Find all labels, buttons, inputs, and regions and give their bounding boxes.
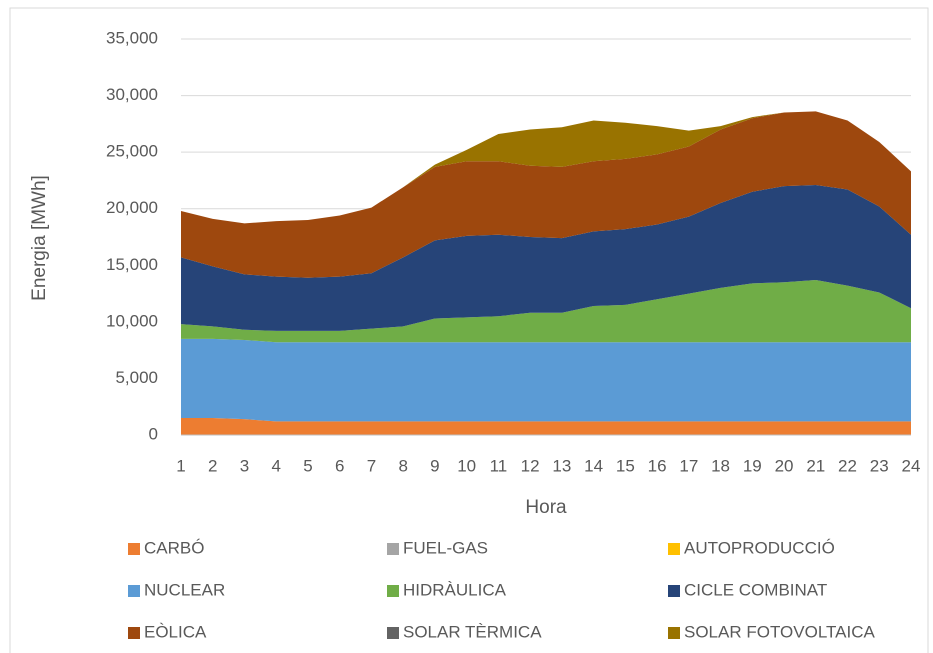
y-tick-label: 10,000 [106,311,158,330]
x-tick-label: 17 [679,456,698,475]
x-tick-label: 23 [870,456,889,475]
y-tick-label: 35,000 [106,28,158,47]
y-axis-title: Energia [MWh] [29,175,50,301]
legend-swatch [128,543,140,555]
x-tick-label: 1 [176,456,185,475]
x-tick-label: 8 [398,456,407,475]
x-tick-label: 12 [521,456,540,475]
x-axis-title: Hora [525,497,567,518]
x-tick-label: 15 [616,456,635,475]
x-tick-label: 20 [775,456,794,475]
legend-label: AUTOPRODUCCIÓ [684,538,835,557]
y-tick-label: 20,000 [106,198,158,217]
area [181,111,911,224]
x-tick-label: 6 [335,456,344,475]
area [181,111,911,278]
area [181,184,911,331]
legend-label: CARBÓ [144,538,204,557]
x-tick-label: 9 [430,456,439,475]
x-tick-label: 5 [303,456,312,475]
x-tick-label: 21 [806,456,825,475]
x-tick-label: 10 [457,456,476,475]
x-tick-label: 19 [743,456,762,475]
y-tick-label: 0 [149,424,158,443]
x-tick-label: 11 [490,456,508,475]
x-tick-label: 4 [271,456,280,475]
legend-label: FUEL-GAS [403,538,488,557]
x-tick-label: 3 [240,456,249,475]
legend-swatch [128,585,140,597]
legend-label: CICLE COMBINAT [684,580,827,599]
legend-swatch [668,585,680,597]
y-tick-label: 25,000 [106,142,158,161]
x-tick-label: 22 [838,456,857,475]
legend-swatch [387,627,399,639]
x-tick-label: 7 [367,456,376,475]
legend-swatch [128,627,140,639]
x-tick-label: 13 [552,456,571,475]
x-tick-label: 14 [584,456,603,475]
y-tick-label: 5,000 [115,368,158,387]
legend-swatch [387,543,399,555]
area [181,418,911,435]
y-tick-label: 30,000 [106,85,158,104]
legend-swatch [668,543,680,555]
legend-swatch [668,627,680,639]
x-tick-label: 16 [648,456,667,475]
legend-label: NUCLEAR [144,580,225,599]
x-tick-label: 18 [711,456,730,475]
y-tick-label: 15,000 [106,255,158,274]
legend-swatch [387,585,399,597]
x-tick-label: 24 [902,456,921,475]
legend-label: SOLAR TÈRMICA [403,622,542,641]
x-tick-label: 2 [208,456,217,475]
area [181,279,911,343]
legend-label: EÒLICA [144,622,207,641]
area [181,338,911,422]
legend-label: HIDRÀULICA [403,580,507,599]
legend-label: SOLAR FOTOVOLTAICA [684,622,875,641]
